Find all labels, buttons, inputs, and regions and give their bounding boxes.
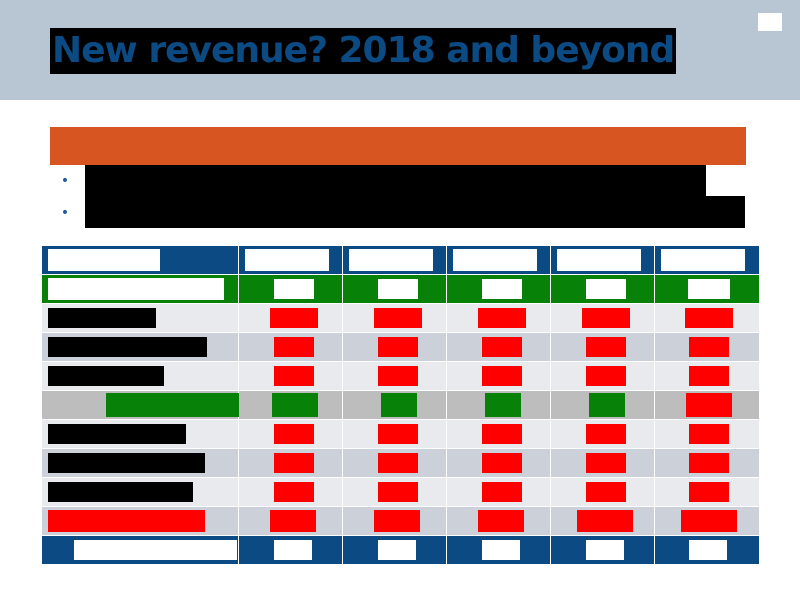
footer-cell	[446, 535, 551, 565]
row-label	[41, 361, 239, 391]
table-row	[41, 361, 760, 391]
corner-box	[758, 13, 782, 31]
header-cell	[550, 245, 655, 275]
status-cell	[446, 361, 551, 391]
row-label	[41, 390, 239, 420]
status-cell	[238, 274, 343, 304]
status-cell	[550, 390, 655, 420]
slide-title: New revenue? 2018 and beyond	[50, 28, 677, 74]
status-cell	[654, 332, 760, 362]
table-row	[41, 477, 760, 507]
status-cell	[654, 506, 760, 536]
table-row-highlight	[41, 390, 760, 420]
table-row	[41, 303, 760, 333]
status-cell	[654, 390, 760, 420]
redacted-bullet-text-2	[85, 196, 745, 228]
header-cell	[342, 245, 447, 275]
status-cell	[654, 303, 760, 333]
status-cell	[342, 361, 447, 391]
status-cell	[238, 419, 343, 449]
header-cell	[446, 245, 551, 275]
status-cell	[238, 390, 343, 420]
row-label	[41, 477, 239, 507]
row-label	[41, 303, 239, 333]
row-label	[41, 419, 239, 449]
status-cell	[238, 303, 343, 333]
status-cell	[238, 332, 343, 362]
revenue-table	[41, 245, 760, 565]
orange-banner	[50, 127, 746, 165]
table-row	[41, 506, 760, 536]
slide-header: New revenue? 2018 and beyond	[0, 0, 800, 100]
status-cell	[654, 419, 760, 449]
status-cell	[446, 419, 551, 449]
footer-cell	[550, 535, 655, 565]
status-cell	[446, 506, 551, 536]
bullet-icon: •	[60, 173, 70, 189]
status-cell	[446, 303, 551, 333]
status-cell	[446, 390, 551, 420]
table-row	[41, 332, 760, 362]
table-header-row	[41, 245, 760, 275]
table-footer-row	[41, 535, 760, 565]
status-cell	[550, 477, 655, 507]
row-label	[41, 274, 239, 304]
status-cell	[342, 448, 447, 478]
status-cell	[342, 332, 447, 362]
status-cell	[342, 506, 447, 536]
table-row	[41, 448, 760, 478]
bullet-icon: •	[60, 205, 70, 221]
status-cell	[654, 477, 760, 507]
status-cell	[550, 332, 655, 362]
header-cell	[654, 245, 760, 275]
status-cell	[342, 390, 447, 420]
status-cell	[446, 274, 551, 304]
table-row	[41, 274, 760, 304]
footer-cell	[238, 535, 343, 565]
status-cell	[238, 506, 343, 536]
footer-cell	[41, 535, 239, 565]
header-cell	[41, 245, 239, 275]
status-cell	[550, 506, 655, 536]
status-cell	[446, 477, 551, 507]
status-cell	[550, 274, 655, 304]
footer-cell	[342, 535, 447, 565]
footer-cell	[654, 535, 760, 565]
status-cell	[550, 448, 655, 478]
status-cell	[342, 419, 447, 449]
table-row	[41, 419, 760, 449]
row-label	[41, 506, 239, 536]
status-cell	[550, 303, 655, 333]
row-label	[41, 332, 239, 362]
status-cell	[654, 274, 760, 304]
status-cell	[446, 448, 551, 478]
status-cell	[550, 419, 655, 449]
header-cell	[238, 245, 343, 275]
redacted-bullet-text-1	[85, 165, 706, 196]
status-cell	[238, 448, 343, 478]
status-cell	[654, 448, 760, 478]
status-cell	[342, 303, 447, 333]
status-cell	[238, 477, 343, 507]
status-cell	[550, 361, 655, 391]
status-cell	[342, 477, 447, 507]
row-label	[41, 448, 239, 478]
status-cell	[238, 361, 343, 391]
status-cell	[342, 274, 447, 304]
status-cell	[446, 332, 551, 362]
status-cell	[654, 361, 760, 391]
